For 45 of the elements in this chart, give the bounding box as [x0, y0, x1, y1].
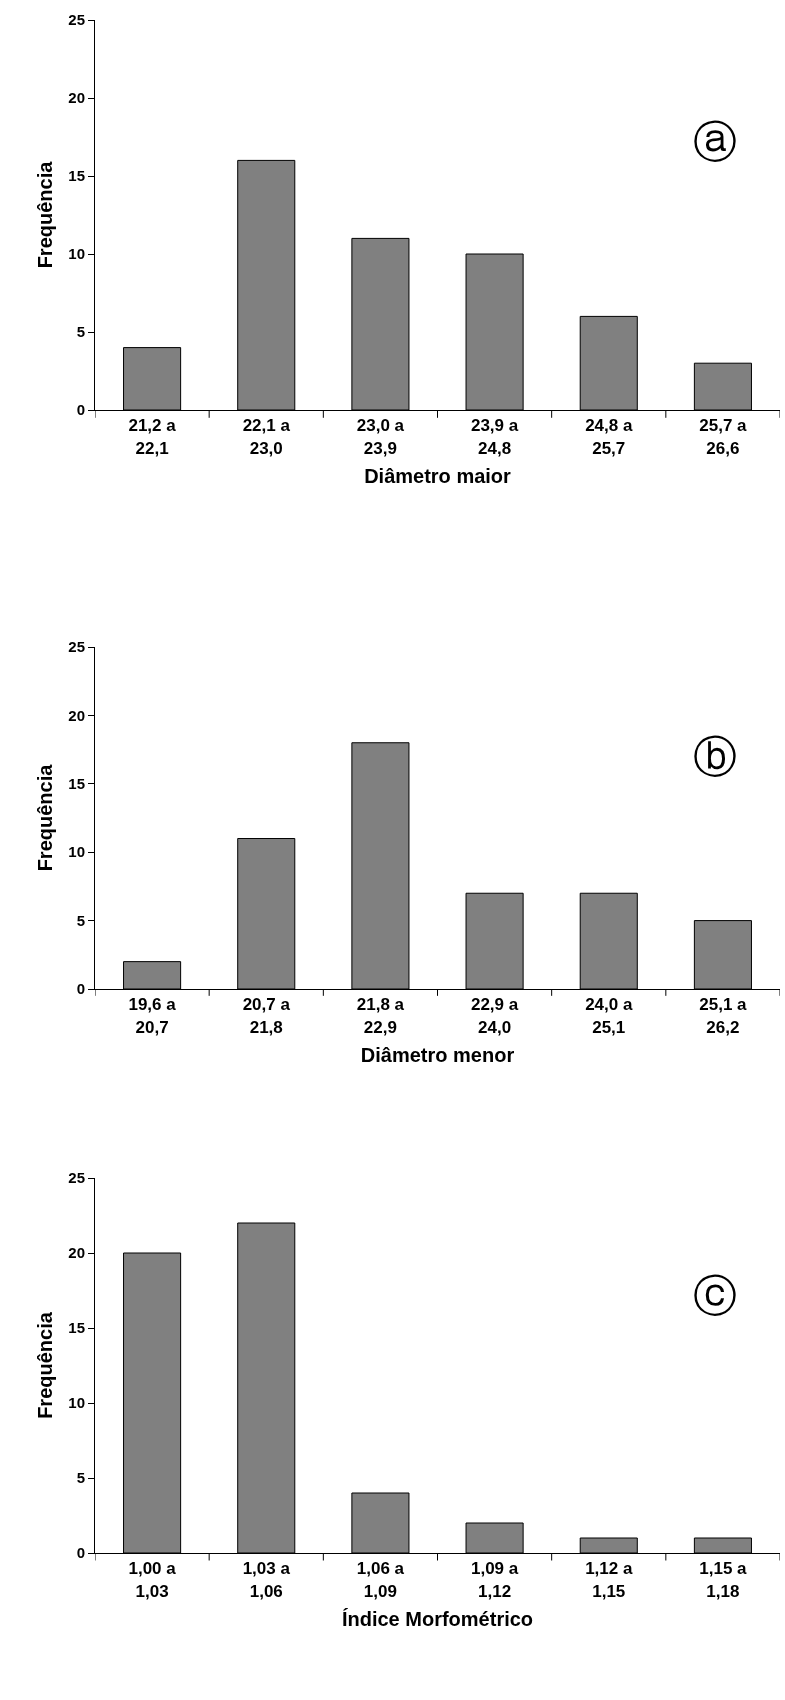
x-tick-label: 22,1 a 23,0	[242, 416, 291, 458]
x-tick-label: 20,7 a 21,8	[242, 995, 291, 1037]
y-tick-label: 5	[76, 911, 85, 929]
y-tick-label: 15	[68, 775, 85, 793]
x-axis-title: Diâmetro maior	[364, 465, 512, 487]
x-tick-label: 21,8 a 22,9	[356, 995, 405, 1037]
y-tick-label: 5	[76, 1469, 85, 1487]
x-tick-label: 1,00 a 1,03	[128, 1559, 177, 1601]
x-axis-title: Índice Morfométrico	[341, 1608, 534, 1630]
x-tick-label: 25,1 a 26,2	[699, 995, 748, 1037]
y-tick-label: 25	[68, 11, 85, 29]
y-tick-label: 20	[68, 706, 85, 724]
y-tick-label: 10	[68, 245, 85, 263]
y-axis-title: Frequência	[33, 160, 56, 269]
annotation: ⓑ	[693, 731, 737, 782]
y-tick-label: 0	[76, 401, 85, 419]
x-tick-label: 23,9 a 24,8	[470, 416, 519, 458]
x-tick-label: 1,03 a 1,06	[242, 1559, 291, 1601]
x-axis-title: Diâmetro menor	[360, 1044, 515, 1066]
y-tick-label: 10	[68, 843, 85, 861]
y-tick-label: 5	[76, 323, 85, 341]
y-tick-label: 20	[68, 89, 85, 107]
y-tick-label: 25	[68, 638, 85, 656]
x-tick-label: 19,6 a 20,7	[128, 995, 177, 1037]
y-tick-label: 25	[68, 1169, 85, 1187]
x-tick-label: 1,15 a 1,18	[699, 1559, 748, 1601]
y-tick-label: 10	[68, 1394, 85, 1412]
x-tick-label: 22,9 a 24,0	[470, 995, 519, 1037]
x-tick-label: 1,06 a 1,09	[356, 1559, 405, 1601]
annotation: ⓐ	[693, 116, 737, 167]
y-tick-label: 20	[68, 1244, 85, 1262]
x-tick-label: 21,2 a 22,1	[128, 416, 177, 458]
y-tick-label: 15	[68, 167, 85, 185]
y-axis-title: Frequência	[33, 1311, 56, 1419]
x-tick-label: 24,0 a 25,1	[585, 995, 633, 1037]
annotation: ⓒ	[693, 1270, 737, 1321]
y-axis-title: Frequência	[33, 763, 56, 872]
x-tick-label: 24,8 a 25,7	[585, 416, 633, 458]
x-tick-label: 23,0 a 23,9	[356, 416, 405, 458]
y-tick-label: 15	[68, 1319, 85, 1337]
y-tick-label: 0	[76, 1544, 85, 1562]
x-tick-label: 25,7 a 26,6	[699, 416, 748, 458]
x-tick-label: 1,09 a 1,12	[470, 1559, 519, 1601]
x-tick-label: 1,12 a 1,15	[585, 1559, 633, 1601]
y-tick-label: 0	[76, 980, 85, 998]
